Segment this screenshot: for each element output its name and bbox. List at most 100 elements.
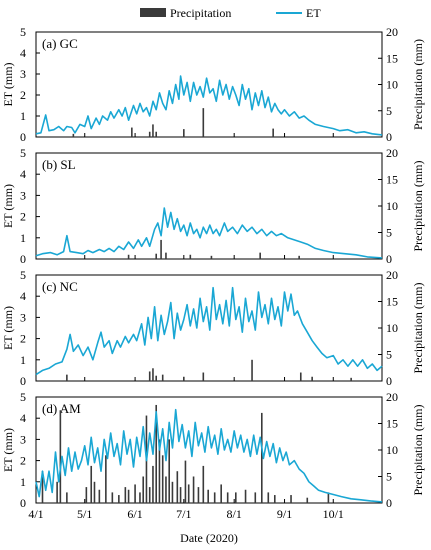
precipitation-bar xyxy=(299,372,302,381)
precipitation-bar xyxy=(148,371,151,381)
y-left-tick-label: 3 xyxy=(20,188,26,202)
precipitation-bar xyxy=(41,471,44,503)
precipitation-bar xyxy=(290,495,292,503)
precipitation-bar xyxy=(127,489,130,503)
x-tick-label: 4/1 xyxy=(28,507,43,521)
precipitation-bar xyxy=(155,253,158,259)
x-tick-label: 7/1 xyxy=(176,507,191,521)
precipitation-bar xyxy=(127,254,130,259)
y-right-tick-label: 5 xyxy=(386,226,392,240)
precipitation-bar xyxy=(183,376,185,381)
precipitation-bar xyxy=(171,481,174,503)
precipitation-bar xyxy=(142,476,145,503)
panel-label: (a) GC xyxy=(42,36,78,51)
precipitation-bars xyxy=(127,239,300,259)
y-left-axis-title: ET (mm) xyxy=(1,62,15,106)
y-right-axis-title: Precipitation (mm) xyxy=(411,283,425,374)
precipitation-bar xyxy=(311,376,313,381)
x-tick-label: 8/1 xyxy=(227,507,242,521)
y-right-tick-label: 15 xyxy=(386,173,398,187)
legend-label-precipitation: Precipitation xyxy=(170,6,231,20)
precipitation-bar xyxy=(66,492,68,503)
precipitation-bar xyxy=(148,487,151,503)
precipitation-bar xyxy=(90,465,93,503)
y-right-tick-label: 10 xyxy=(386,321,398,335)
panel-3: 0 1 2 3 4 5 0 5 10 15 20 ET (mm) Precipitation (mm) (… xyxy=(1,268,425,388)
panel-label: (c) NC xyxy=(42,279,78,294)
y-left-tick-label: 5 xyxy=(20,146,26,160)
y-right-tick-label: 15 xyxy=(386,295,398,309)
precipitation-bar xyxy=(148,131,151,137)
y-left-tick-label: 3 xyxy=(20,310,26,324)
precipitation-bars xyxy=(66,359,352,381)
precipitation-bar xyxy=(165,252,167,259)
x-tick-label: 9/1 xyxy=(277,507,292,521)
y-left-tick-label: 5 xyxy=(20,390,26,404)
precipitation-bar xyxy=(152,465,154,503)
y-right-tick-label: 5 xyxy=(386,104,392,118)
precipitation-bar xyxy=(152,368,154,381)
precipitation-bar xyxy=(131,127,133,137)
y-left-tick-label: 4 xyxy=(20,167,26,181)
precipitation-bar xyxy=(155,375,158,381)
y-left-axis-title: ET (mm) xyxy=(1,428,15,472)
precipitation-bar xyxy=(187,484,190,503)
y-right-tick-label: 10 xyxy=(386,199,398,213)
legend-swatch-precipitation xyxy=(140,8,166,17)
precipitation-bar xyxy=(207,489,209,503)
precipitation-bar xyxy=(152,124,154,137)
precipitation-bar xyxy=(260,412,263,503)
y-right-tick-label: 5 xyxy=(386,348,392,362)
y-left-axis-title: ET (mm) xyxy=(1,184,15,228)
y-right-tick-label: 0 xyxy=(386,374,392,388)
y-left-tick-label: 4 xyxy=(20,46,26,60)
precipitation-bar xyxy=(72,133,75,137)
y-left-tick-label: 0 xyxy=(20,252,26,266)
precipitation-bar xyxy=(93,481,96,503)
precipitation-bar xyxy=(155,131,158,137)
precipitation-bar xyxy=(176,471,179,503)
y-left-tick-label: 5 xyxy=(20,268,26,282)
precipitation-bar xyxy=(161,455,164,503)
precipitation-bar xyxy=(350,377,352,381)
precipitation-bar xyxy=(197,487,200,503)
precipitation-bar xyxy=(66,374,68,381)
y-left-tick-label: 3 xyxy=(20,67,26,81)
et-line xyxy=(35,207,383,259)
precipitation-bar xyxy=(306,497,309,503)
y-left-tick-label: 0 xyxy=(20,496,26,510)
precipitation-bar xyxy=(85,487,88,503)
y-left-tick-label: 0 xyxy=(20,374,26,388)
y-right-tick-label: 15 xyxy=(386,51,398,65)
precipitation-bar xyxy=(155,404,158,503)
x-tick-label: 10/1 xyxy=(323,507,344,521)
y-right-tick-label: 0 xyxy=(386,130,392,144)
legend: Precipitation ET xyxy=(140,6,321,20)
y-left-tick-label: 0 xyxy=(20,130,26,144)
precipitation-bar xyxy=(98,489,101,503)
y-right-tick-label: 0 xyxy=(386,496,392,510)
precipitation-bar xyxy=(202,372,205,381)
precipitation-bar xyxy=(189,254,192,259)
panel-2: 0 1 2 3 4 5 0 5 10 15 20 ET (mm) Precipitation (mm) (… xyxy=(1,146,425,266)
precipitation-bar xyxy=(259,252,261,259)
precipitation-bar xyxy=(192,476,195,503)
precipitation-bar xyxy=(183,129,185,137)
precipitation-bar xyxy=(267,492,270,503)
x-tick-label: 5/1 xyxy=(77,507,92,521)
y-right-tick-label: 5 xyxy=(386,470,392,484)
precipitation-bar xyxy=(254,492,257,503)
precipitation-bar xyxy=(59,410,62,503)
y-left-tick-label: 2 xyxy=(20,332,26,346)
precipitation-bar xyxy=(226,492,229,503)
precipitation-bar xyxy=(202,108,205,137)
precipitation-bar xyxy=(56,481,58,503)
precipitation-bar xyxy=(298,255,300,259)
y-right-tick-label: 10 xyxy=(386,443,398,457)
et-line xyxy=(35,75,383,136)
y-right-tick-label: 0 xyxy=(386,252,392,266)
precipitation-bar xyxy=(134,484,136,503)
precipitation-bars xyxy=(41,404,330,503)
panel-label: (d) AM xyxy=(42,401,81,416)
